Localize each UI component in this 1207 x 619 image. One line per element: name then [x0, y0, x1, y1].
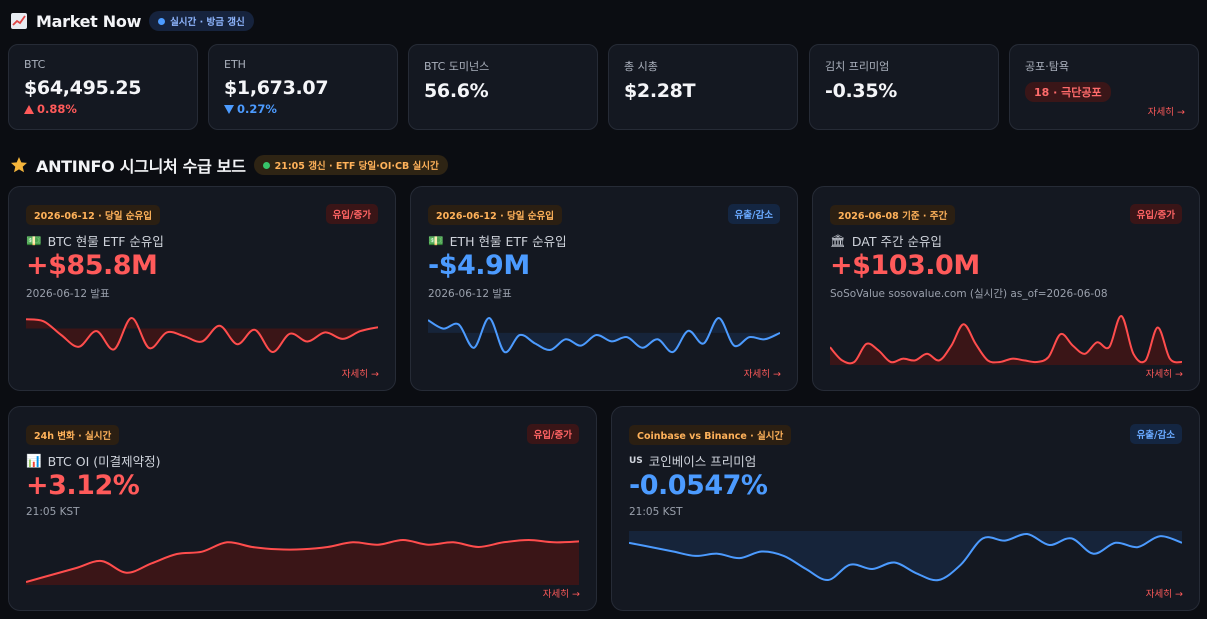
card-chip: 2026-06-12 · 당일 순유입 — [428, 205, 562, 225]
card-value: -$4.9M — [428, 250, 530, 281]
sparkline-line — [26, 316, 378, 353]
card-tag: 유출/감소 — [1129, 424, 1182, 444]
card-title: 📊 BTC OI (미결제약정) — [26, 451, 161, 470]
tile-value: $64,495.25 — [24, 77, 142, 99]
triangle-down-icon — [224, 104, 234, 114]
card-coinbase-premium[interactable]: Coinbase vs Binance · 실시간 유출/감소 US 코인베이스… — [611, 406, 1200, 611]
sparkline-line — [830, 314, 1182, 365]
tile-btc[interactable]: BTC $64,495.25 0.88% — [8, 44, 198, 130]
card-chip: 24h 변화 · 실시간 — [26, 425, 120, 445]
card-sparkline — [629, 531, 1182, 582]
card-more-link[interactable]: 자세히 → — [542, 589, 580, 600]
card-sparkline — [428, 317, 780, 354]
tile-btc-dominance[interactable]: BTC 도미넌스 56.6% — [408, 44, 598, 130]
fear-greed-badge: 18 · 극단공포 — [1025, 82, 1111, 102]
tile-label: 총 시총 — [624, 60, 658, 73]
card-more-link[interactable]: 자세히 → — [341, 369, 379, 380]
sparkline-line — [26, 539, 579, 583]
card-btc-oi[interactable]: 24h 변화 · 실시간 유입/증가 📊 BTC OI (미결제약정) +3.1… — [8, 406, 597, 611]
live-dot-icon — [262, 161, 270, 169]
tile-fear-greed[interactable]: 공포·탐욕 18 · 극단공포 자세히 → — [1009, 44, 1199, 130]
card-sub: 2026-06-12 발표 — [428, 288, 512, 300]
card-btc-etf[interactable]: 2026-06-12 · 당일 순유입 유입/증가 💵 BTC 현물 ETF 순… — [8, 186, 396, 391]
card-title: 🏛 DAT 주간 순유입 — [830, 231, 942, 250]
sparkline-line — [428, 317, 780, 354]
sparkline-line — [629, 532, 1182, 582]
card-sparkline — [26, 316, 378, 353]
card-sub: 21:05 KST — [629, 506, 683, 518]
card-tag: 유입/증가 — [1129, 204, 1182, 224]
money-icon: 💵 — [428, 232, 444, 248]
market-header: Market Now 실시간 · 방금 갱신 — [10, 11, 254, 31]
bank-icon: 🏛 — [830, 232, 846, 248]
sparkline-area — [629, 531, 1182, 581]
card-chip: Coinbase vs Binance · 실시간 — [629, 425, 792, 445]
card-tag: 유입/증가 — [325, 204, 378, 224]
card-more-link[interactable]: 자세히 → — [743, 369, 781, 380]
bar-chart-icon: 📊 — [26, 452, 42, 468]
card-title-text: ETH 현물 ETF 순유입 — [449, 234, 567, 249]
market-badge-text: 실시간 · 방금 갱신 — [170, 17, 245, 28]
card-value: -0.0547% — [629, 470, 768, 501]
sparkline-area — [428, 317, 780, 353]
tile-value: -0.35% — [825, 80, 898, 102]
tile-value: 56.6% — [424, 80, 489, 102]
card-sparkline — [830, 314, 1182, 365]
board-badge-text: 21:05 갱신 · ETF 당일·OI·CB 실시간 — [274, 161, 439, 172]
card-title: US 코인베이스 프리미엄 — [629, 451, 756, 470]
card-eth-etf[interactable]: 2026-06-12 · 당일 순유입 유출/감소 💵 ETH 현물 ETF 순… — [410, 186, 798, 391]
live-dot-icon — [158, 17, 166, 25]
card-sub: 2026-06-12 발표 — [26, 288, 110, 300]
money-icon: 💵 — [26, 232, 42, 248]
fear-greed-more-link[interactable]: 자세히 → — [1147, 107, 1185, 118]
triangle-up-icon — [24, 104, 34, 114]
market-live-badge: 실시간 · 방금 갱신 — [149, 11, 254, 31]
card-sparkline — [26, 539, 579, 585]
tile-label: 김치 프리미엄 — [825, 60, 890, 73]
card-title: 💵 ETH 현물 ETF 순유입 — [428, 231, 567, 250]
card-chip: 2026-06-08 기준 · 주간 — [830, 205, 956, 225]
tile-eth[interactable]: ETH $1,673.07 0.27% — [208, 44, 398, 130]
card-sub: 21:05 KST — [26, 506, 80, 518]
board-header: ANTINFO 시그니처 수급 보드 21:05 갱신 · ETF 당일·OI·… — [10, 153, 448, 177]
tile-label: 공포·탐욕 — [1025, 60, 1069, 73]
card-title: 💵 BTC 현물 ETF 순유입 — [26, 231, 164, 250]
card-more-link[interactable]: 자세히 → — [1145, 589, 1183, 600]
card-value: +$103.0M — [830, 250, 980, 281]
card-tag: 유출/감소 — [727, 204, 780, 224]
card-title-text: BTC OI (미결제약정) — [47, 454, 161, 469]
tile-label: BTC — [24, 58, 46, 71]
tile-kimchi-premium[interactable]: 김치 프리미엄 -0.35% — [809, 44, 999, 130]
card-value: +3.12% — [26, 470, 140, 501]
tile-change: 0.88% — [24, 102, 182, 116]
board-live-badge: 21:05 갱신 · ETF 당일·OI·CB 실시간 — [253, 155, 448, 175]
card-sub: SoSoValue sosovalue.com (실시간) as_of=2026… — [830, 288, 1108, 300]
star-icon — [11, 157, 27, 173]
us-flag-icon: US — [629, 455, 643, 466]
tile-change-value: 0.88% — [37, 102, 77, 116]
tile-value: $2.28T — [624, 80, 696, 102]
tile-label: ETH — [224, 58, 246, 71]
card-title-text: BTC 현물 ETF 순유입 — [47, 234, 164, 249]
board-title: ANTINFO 시그니처 수급 보드 — [36, 157, 246, 176]
card-title-text: DAT 주간 순유입 — [851, 234, 942, 249]
tile-change-value: 0.27% — [237, 102, 277, 116]
card-chip: 2026-06-12 · 당일 순유입 — [26, 205, 160, 225]
chart-up-icon — [11, 13, 27, 29]
sparkline-area — [830, 315, 1182, 365]
sparkline-area — [26, 540, 579, 585]
card-tag: 유입/증가 — [526, 424, 579, 444]
card-more-link[interactable]: 자세히 → — [1145, 369, 1183, 380]
card-value: +$85.8M — [26, 250, 158, 281]
sparkline-area — [26, 317, 378, 353]
tile-change: 0.27% — [224, 102, 382, 116]
card-title-text: 코인베이스 프리미엄 — [648, 454, 757, 469]
tile-value: $1,673.07 — [224, 77, 329, 99]
card-dat-weekly[interactable]: 2026-06-08 기준 · 주간 유입/증가 🏛 DAT 주간 순유입 +$… — [812, 186, 1200, 391]
tile-label: BTC 도미넌스 — [424, 60, 490, 73]
market-title: Market Now — [36, 11, 142, 31]
tile-total-mcap[interactable]: 총 시총 $2.28T — [608, 44, 798, 130]
